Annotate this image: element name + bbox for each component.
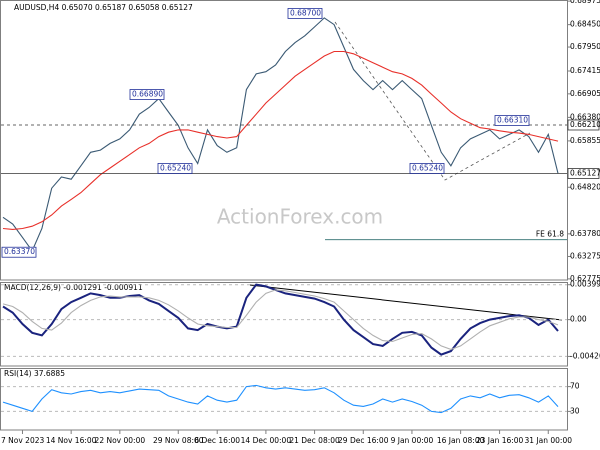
annotation-label: 0.68700 <box>290 8 321 17</box>
fe-label: FE 61.8 <box>536 230 564 239</box>
annotation-label: 0.65240 <box>412 163 443 172</box>
y-tick-label: 0.67415 <box>570 66 600 75</box>
y-tick-label: 0.68975 <box>570 0 600 5</box>
price-level-box <box>567 119 600 131</box>
x-tick-label: 22 Nov 00:00 <box>95 436 146 445</box>
annotation-box <box>129 89 165 100</box>
rsi-title: RSI(14) 37.6885 <box>4 369 65 378</box>
annotation-box <box>1 246 37 258</box>
price-frame <box>0 0 568 281</box>
annotation-label: 0.65240 <box>160 163 191 172</box>
x-tick-label: 23 Jan 16:00 <box>476 436 524 445</box>
y-tick-label: 0.68450 <box>570 20 600 29</box>
y-tick-label: 0.66380 <box>570 112 600 121</box>
annotation-box <box>157 163 193 174</box>
series-line <box>2 384 559 414</box>
series-line <box>2 17 559 253</box>
x-tick-label: 29 Dec 16:00 <box>338 436 389 445</box>
y-tick-label: 0.65855 <box>570 136 600 145</box>
rsi-frame <box>0 368 568 431</box>
price-level-label: 0.65127 <box>570 169 600 178</box>
macd-trendline <box>249 284 563 321</box>
x-tick-label: 7 Nov 2023 <box>1 436 44 445</box>
x-tick-label: 16 Jan 08:00 <box>437 436 485 445</box>
series-line <box>2 289 559 350</box>
x-tick-label: 14 Dec 00:00 <box>241 436 292 445</box>
y-tick-label: 70 <box>570 382 580 391</box>
x-tick-label: 31 Jan 00:00 <box>525 436 573 445</box>
y-tick-label: 0.63780 <box>570 229 600 238</box>
price-level-label: 0.66210 <box>570 120 600 129</box>
price-title: AUDUSD,H4 0.65070 0.65187 0.65058 0.6512… <box>14 3 193 12</box>
annotation-box <box>494 115 530 126</box>
x-tick-label: 9 Jan 00:00 <box>391 436 434 445</box>
y-tick-label: 30 <box>570 406 580 415</box>
annotation-label: 0.63370 <box>4 247 35 256</box>
y-tick-label: 0.00399 <box>570 280 600 289</box>
y-tick-label: 0.66905 <box>570 89 600 98</box>
series-line <box>2 283 559 356</box>
macd-title: MACD(12,26,9) -0.001291 -0.000911 <box>4 283 143 292</box>
y-tick-label: 0.67950 <box>570 42 600 51</box>
x-tick-label: 14 Nov 16:00 <box>46 436 97 445</box>
y-tick-label: 0.62775 <box>570 274 600 283</box>
y-tick-label: 0.64820 <box>570 182 600 191</box>
x-tick-label: 6 Dec 16:00 <box>194 436 240 445</box>
x-tick-label: 21 Dec 08:00 <box>289 436 340 445</box>
annotation-box <box>409 163 445 174</box>
price-level-box <box>567 168 600 179</box>
y-tick-label: 0.00 <box>570 315 587 324</box>
watermark: ActionForex.com <box>217 205 383 229</box>
y-tick-label: 0.63275 <box>570 251 600 260</box>
series-line <box>2 50 559 230</box>
annotation-box <box>287 8 323 19</box>
fibo-guide <box>334 21 531 181</box>
x-tick-label: 29 Nov 08:00 <box>153 436 204 445</box>
annotation-label: 0.66310 <box>497 116 528 125</box>
y-tick-label: -0.004206 <box>570 351 600 360</box>
annotation-label: 0.66890 <box>132 90 163 99</box>
macd-frame <box>0 282 568 367</box>
